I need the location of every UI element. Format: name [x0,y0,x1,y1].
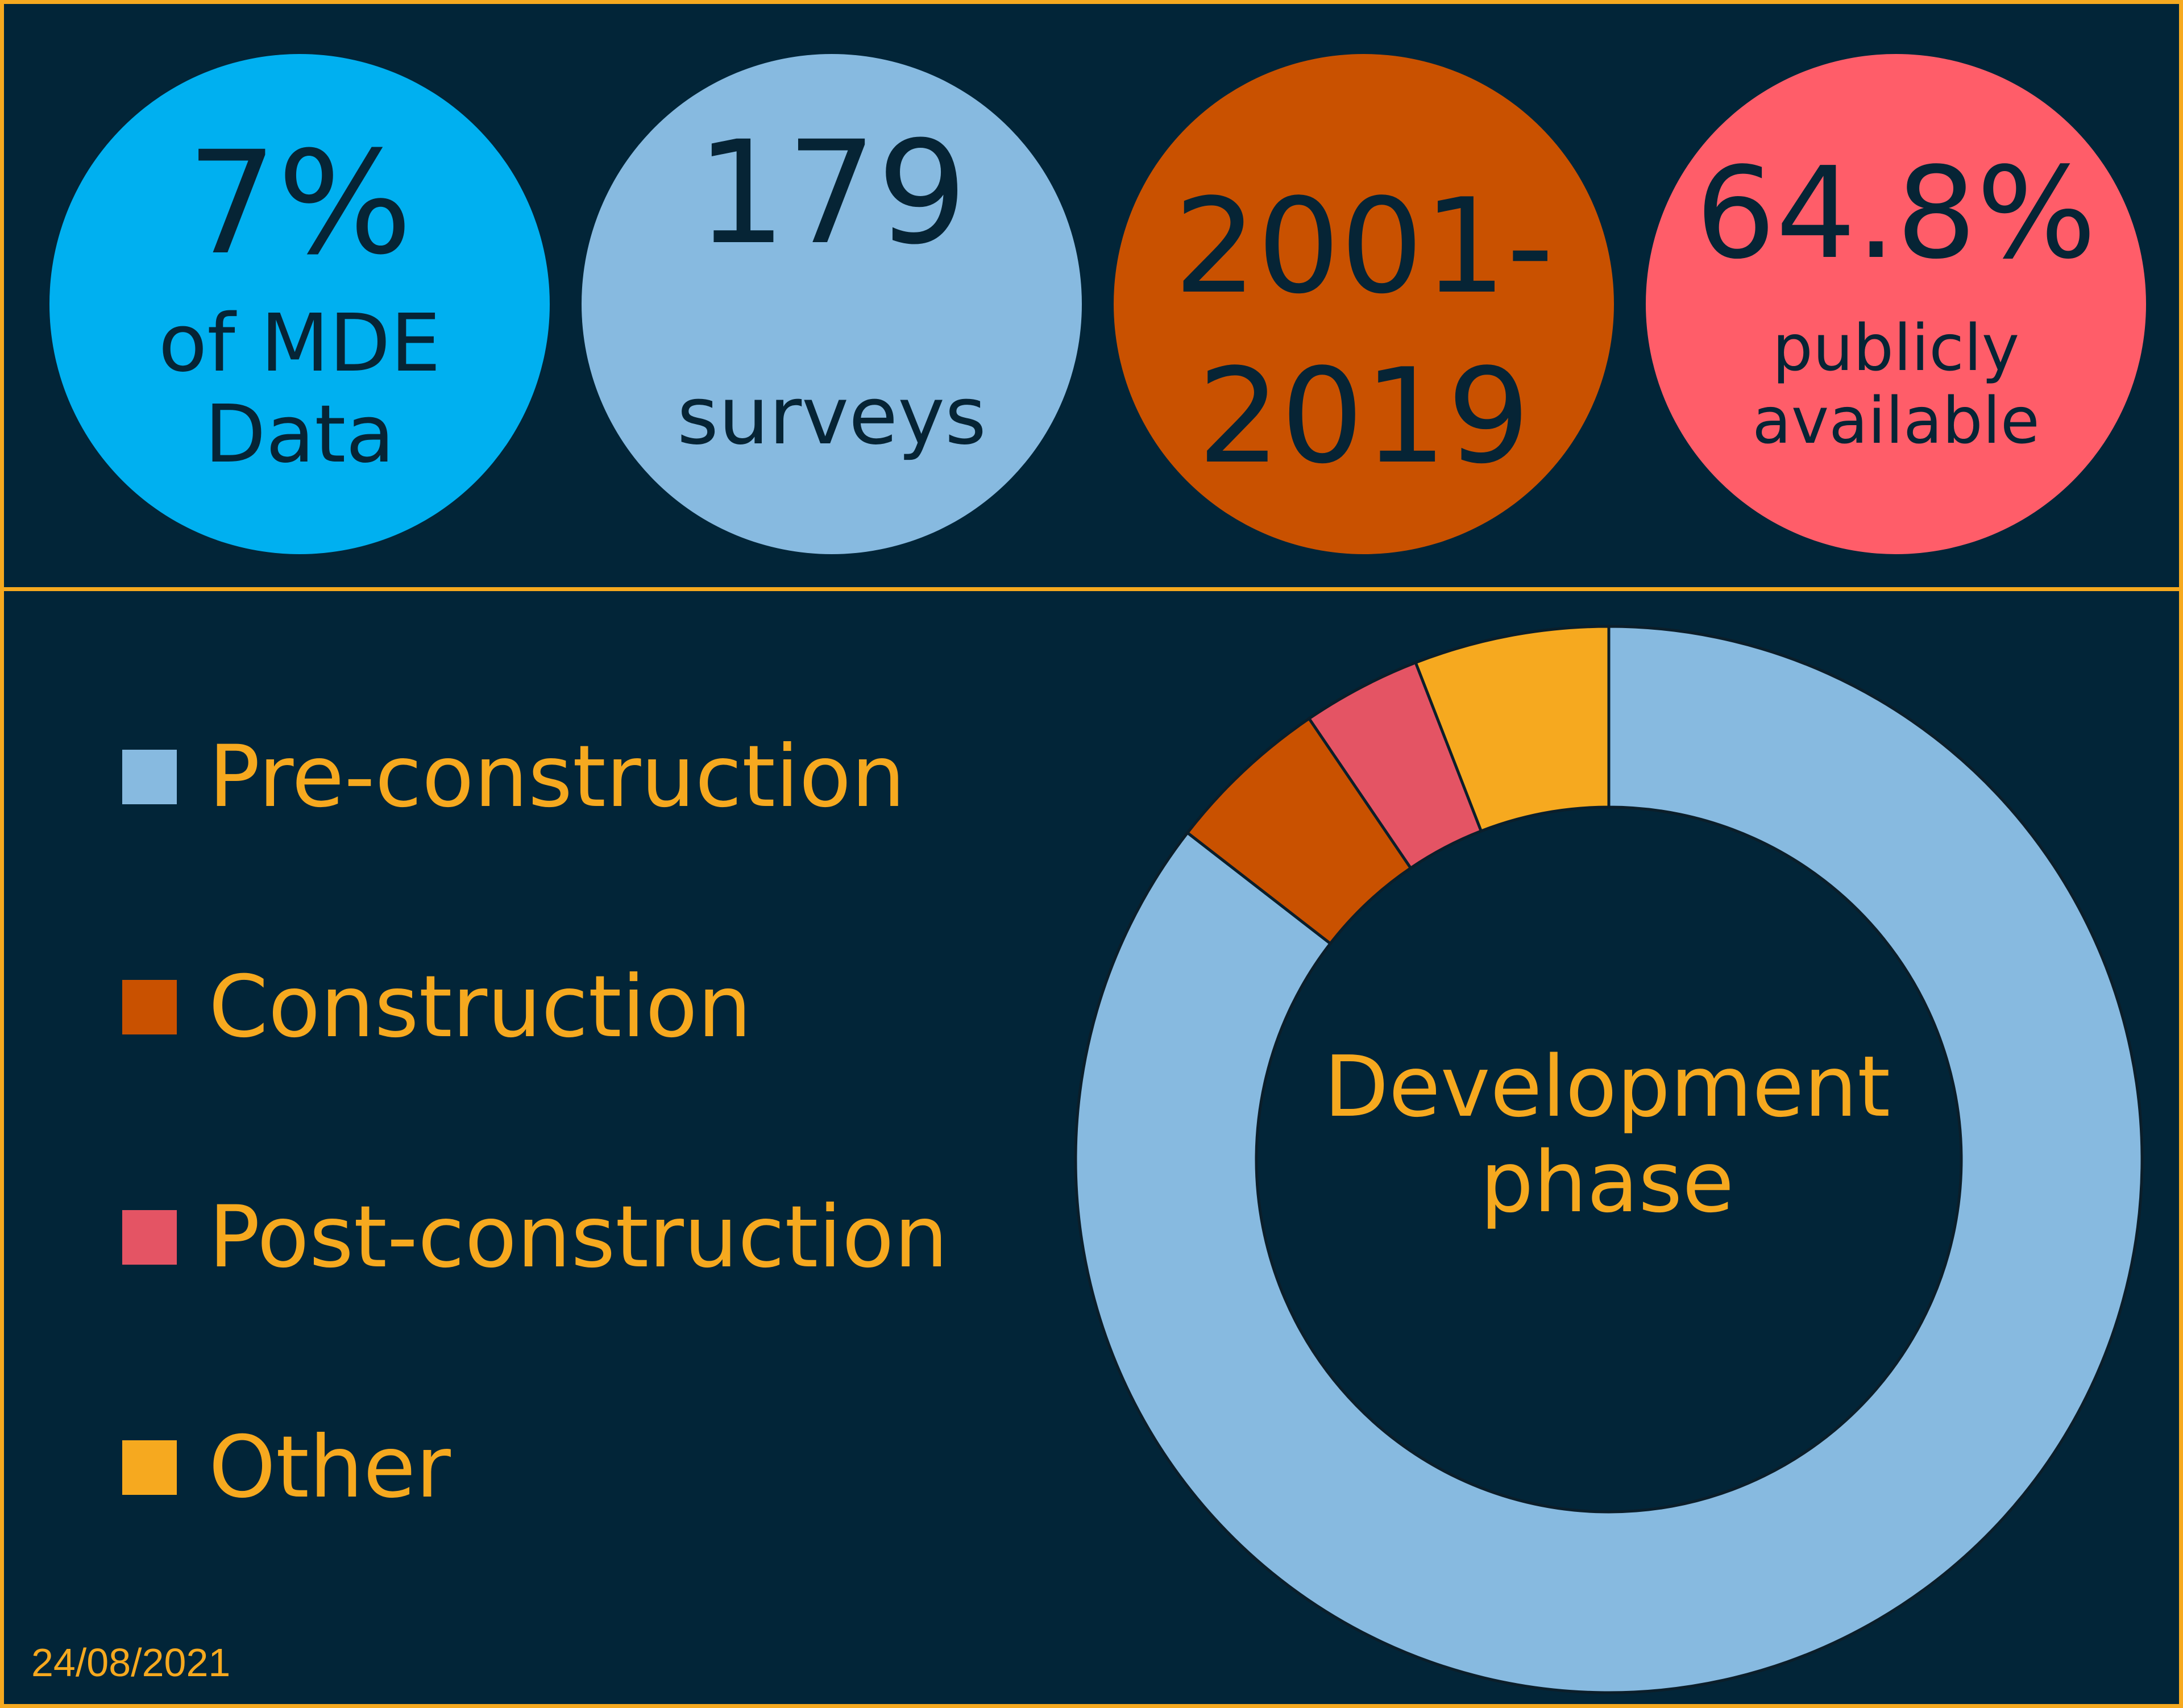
footer-date: 24/08/2021 [31,1640,231,1685]
stat-value: 2001- 2019 [1114,162,1614,502]
legend-swatch [122,750,177,804]
stat-value: 7% [186,120,413,286]
legend-label: Construction [209,958,752,1057]
stats-panel: 7% of MDE Data 179 surveys 2001- 2019 64… [0,0,2183,591]
stat-label: publicly available [1646,311,2146,458]
stat-label-line: Data [204,388,395,481]
stat-label: of MDE Data [49,298,550,480]
stat-circle-public: 64.8% publicly available [1646,54,2146,554]
stat-label: surveys [582,371,1082,462]
stat-circle-mde-data: 7% of MDE Data [49,54,550,554]
stat-value: 64.8% [1695,140,2097,287]
stat-label-line: surveys [677,370,986,463]
stat-value-line: 2019 [1197,341,1530,493]
stat-value: 179 [696,110,968,276]
donut-slices [1074,625,2144,1694]
legend-swatch [122,1210,177,1265]
legend-label: Post-construction [209,1188,948,1287]
donut-slice-other [1413,625,1611,833]
stat-label-line: publicly [1772,311,2020,385]
donut-slice-pre-construction [1074,625,2144,1694]
legend-label: Pre-construction [209,728,906,826]
legend-label: Other [209,1418,451,1517]
legend-swatch [122,1440,177,1495]
stat-label-line: of MDE [158,297,441,390]
center-label-line: phase [1480,1133,1734,1231]
stat-circle-surveys: 179 surveys [582,54,1082,554]
stat-value-line: 2001- [1173,171,1554,323]
legend-swatch [122,980,177,1034]
donut-chart: Development phase [1074,625,2144,1694]
center-label-line: Development [1324,1038,1890,1136]
stat-circle-years: 2001- 2019 [1114,54,1614,554]
stat-label-line: available [1752,384,2040,458]
